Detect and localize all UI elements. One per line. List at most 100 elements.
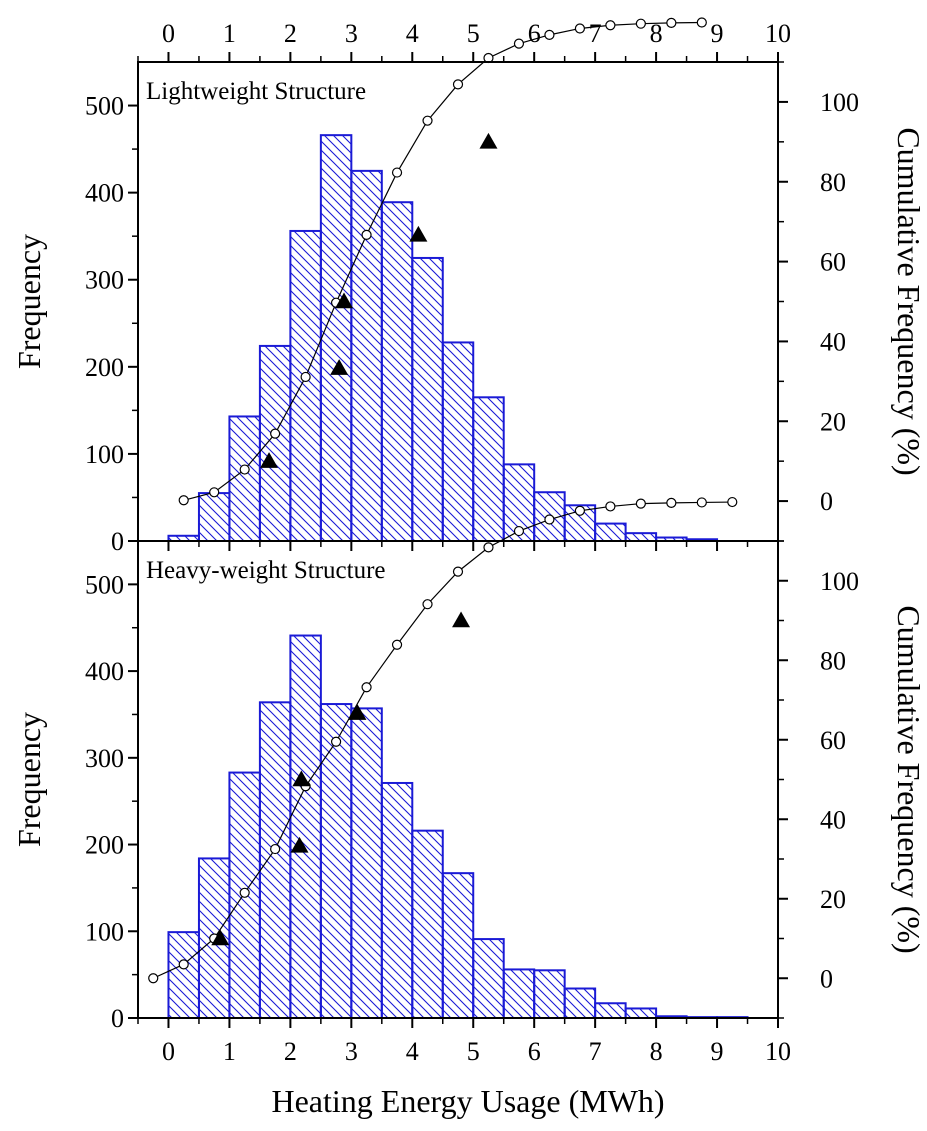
y-tick-label: 0 [111,1004,124,1033]
cumulative-point [300,371,311,383]
histogram-bar [441,872,475,1020]
cumulative-point [270,428,281,439]
top-x-tick-label: 6 [528,19,541,48]
x-tick-label: 4 [406,1037,419,1066]
y2-axis-title: Cumulative Frequency (%) [891,127,927,475]
x-axis-title: Heating Energy Usage (MWh) [271,1083,664,1119]
histogram-bar [319,134,353,542]
x-tick-label: 10 [765,1037,791,1066]
triangle-marker [290,836,309,853]
panel-lightweight: Lightweight Structure0100200300400500020… [11,17,927,556]
x-tick-label: 6 [528,1037,541,1066]
y2-tick-label: 80 [820,646,846,675]
histogram-bar [289,634,322,1019]
histogram-bar [502,968,536,1020]
cumulative-point [209,487,220,498]
histogram-bar [167,931,200,1020]
cumulative-point [513,38,525,49]
histogram-bar [472,938,505,1020]
cumulative-point [727,496,738,508]
cumulative-point [605,20,616,31]
cumulative-point [483,542,494,553]
x-tick-label: 2 [284,1037,297,1066]
y-tick-label: 500 [85,570,124,599]
histogram-bar [380,201,414,542]
top-x-tick-label: 1 [223,19,236,48]
cumulative-point [605,501,616,512]
histogram-bar [411,256,444,542]
histogram-bar [289,229,322,542]
cumulative-point [391,167,403,178]
cumulative-point [391,639,403,650]
cumulative-point [574,505,586,516]
y2-tick-label: 0 [820,487,833,516]
y-tick-label: 100 [85,440,124,469]
cumulative-point [544,29,555,40]
x-tick-label: 7 [589,1037,602,1066]
cumulative-point [696,17,707,28]
histogram-bar [258,344,292,542]
y2-axis-title: Cumulative Frequency (%) [891,605,927,953]
y2-tick-label: 100 [820,88,859,117]
histogram-bar [380,781,414,1020]
y2-tick-label: 60 [820,726,846,755]
triangle-marker [260,452,279,468]
histogram-bar [350,169,383,542]
top-x-tick-label: 9 [711,19,724,48]
cumulative-point [361,682,372,693]
y-axis-title: Frequency [11,234,47,369]
panel-title: Heavy-weight Structure [146,557,386,584]
top-x-tick-label: 3 [345,19,358,48]
y2-tick-label: 60 [820,248,846,277]
cumulative-line [152,501,733,979]
cumulative-point [422,115,433,126]
top-x-tick-label: 7 [589,19,602,48]
y-tick-label: 300 [85,744,124,773]
histogram-bar [624,532,658,542]
histogram-bar [197,492,231,543]
cumulative-point [422,599,433,610]
cumulative-point [574,23,586,34]
cumulative-point [635,498,646,509]
cumulative-point [452,566,464,577]
histogram-bar [319,703,353,1020]
y2-tick-label: 100 [820,567,859,596]
cumulative-point [270,843,281,855]
histogram-bar [563,987,597,1020]
y2-tick-label: 40 [820,805,846,834]
histogram-bar [411,829,444,1019]
histogram-bar [258,701,292,1020]
y2-tick-label: 80 [820,168,846,197]
y-tick-label: 300 [85,266,124,295]
y-axis-title: Frequency [11,712,47,847]
y-tick-label: 100 [85,917,124,946]
y-tick-label: 200 [85,831,124,860]
histogram-bar [533,969,566,1019]
y-tick-label: 0 [111,527,124,556]
histogram-bar [594,522,627,543]
y-tick-label: 400 [85,179,124,208]
triangle-marker [292,770,311,787]
y-tick-label: 500 [85,92,124,121]
histogram-bar [624,1007,658,1020]
y2-tick-label: 0 [820,964,833,993]
triangle-marker [330,359,349,375]
panel-heavyweight: Heavy-weight Structure010020030040050002… [11,496,927,1066]
cumulative-point [452,79,464,90]
histogram-bar [441,341,475,543]
y-tick-label: 400 [85,657,124,686]
top-x-tick-label: 4 [406,19,419,48]
triangle-marker [335,292,354,309]
top-x-tick-label: 2 [284,19,297,48]
y2-tick-label: 40 [820,327,846,356]
x-tick-label: 9 [711,1037,724,1066]
cumulative-point [239,887,250,898]
x-tick-label: 3 [345,1037,358,1066]
top-x-tick-label: 8 [650,19,663,48]
top-x-tick-label: 0 [162,19,175,48]
top-x-tick-label: 10 [765,19,791,48]
triangle-marker [348,704,367,720]
cumulative-point [544,514,555,525]
